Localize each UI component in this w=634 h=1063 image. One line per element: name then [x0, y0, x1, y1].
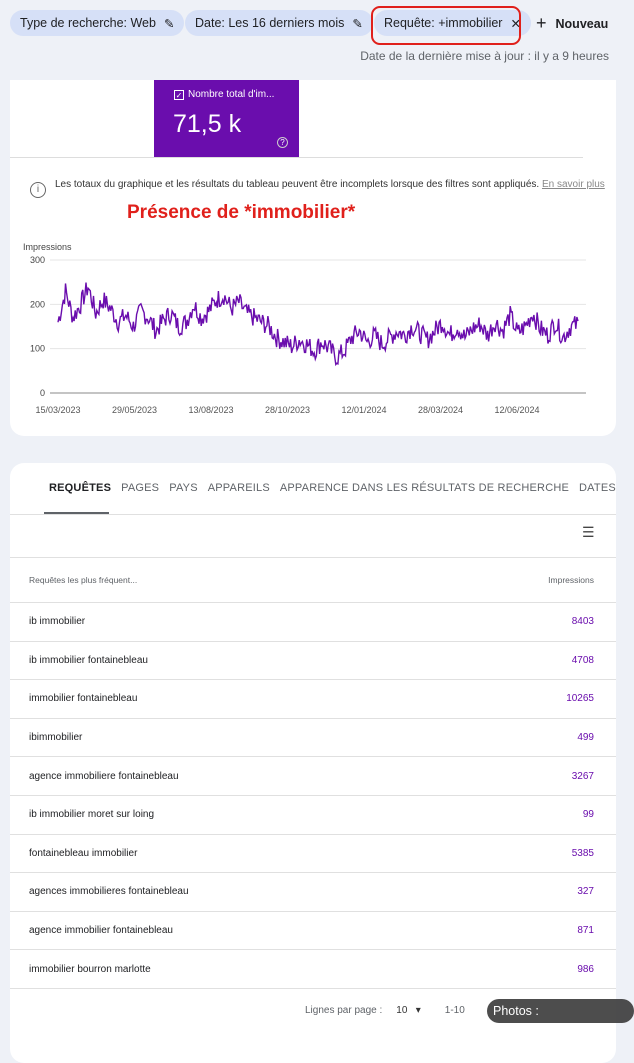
table-row[interactable]: agence immobilier fontainebleau 871 [10, 910, 616, 950]
tab-5[interactable]: DATES [579, 482, 616, 494]
pagination: Lignes par page : 10 ▾ 1-10 [305, 1005, 465, 1016]
query-text: agence immobiliere fontainebleau [29, 770, 179, 782]
table-row[interactable]: immobilier fontainebleau 10265 [10, 679, 616, 718]
impressions-value: 10265 [566, 693, 594, 705]
rows-per-page-select[interactable]: 10 ▾ [396, 1005, 421, 1016]
impressions-value: 871 [577, 925, 594, 937]
metric-tile-impressions[interactable]: ✓ Nombre total d'im... 71,5 k ? [154, 80, 299, 157]
watermark: Photos : Pierre@Alouit.fr [487, 999, 634, 1042]
column-header-impressions[interactable]: Impressions [548, 575, 594, 585]
new-label: Nouveau [555, 16, 609, 31]
tab-0[interactable]: REQUÊTES [49, 482, 112, 494]
x-tick-label: 12/01/2024 [341, 405, 386, 415]
impressions-value: 327 [577, 886, 594, 898]
table-row[interactable]: agences immobilieres fontainebleau 327 [10, 872, 616, 911]
table-card [10, 463, 616, 1063]
filter-chip-search-type[interactable]: Type de recherche: Web ✎ [10, 10, 185, 36]
query-text: ib immobilier fontainebleau [29, 654, 148, 666]
table-header: Requêtes les plus fréquent... Impressions [10, 557, 616, 602]
learn-more-link[interactable]: En savoir plus [541, 179, 605, 190]
filter-chip-date[interactable]: Date: Les 16 derniers mois ✎ [185, 10, 373, 36]
annotation-text: Présence de *immobilier* [127, 202, 356, 223]
filter-notice: Les totaux du graphique et les résultats… [55, 175, 610, 194]
x-tick-label: 28/10/2023 [265, 405, 310, 415]
impressions-value: 3267 [571, 770, 594, 782]
impressions-value: 99 [582, 809, 594, 821]
info-icon: i [30, 182, 46, 198]
tab-4[interactable]: APPARENCE DANS LES RÉSULTATS DE RECHERCH… [279, 482, 570, 494]
y-tick-label: 0 [40, 388, 45, 398]
filter-chip-query[interactable]: Requête: +immobilier ✕ [374, 10, 531, 36]
query-text: ibimmobilier [29, 732, 83, 744]
x-tick-label: 29/05/2023 [112, 405, 157, 415]
impressions-value: 4708 [571, 654, 594, 666]
x-tick-label: 15/03/2023 [35, 405, 80, 415]
tab-2[interactable]: PAYS [169, 482, 198, 494]
impressions-value: 8403 [571, 616, 594, 628]
plus-icon: + [536, 13, 547, 33]
table-row[interactable]: ib immobilier 8403 [10, 602, 616, 641]
query-text: immobilier bourron marlotte [29, 963, 151, 975]
impressions-value: 499 [577, 732, 594, 744]
last-update: Date de la dernière mise à jour : il y a… [360, 49, 609, 63]
x-tick-label: 13/08/2023 [188, 405, 233, 415]
performance-card [10, 80, 616, 436]
pencil-icon: ✎ [163, 16, 175, 31]
notice-text: Les totaux du graphique et les résultats… [55, 179, 540, 190]
checkbox-icon[interactable]: ✓ [174, 89, 184, 100]
help-icon[interactable]: ? [277, 137, 288, 148]
table-row[interactable]: ibimmobilier 499 [10, 717, 616, 757]
y-tick-label: 100 [30, 344, 45, 354]
table-row[interactable]: ib immobilier fontainebleau 4708 [10, 640, 616, 680]
impressions-chart: Impressions 0 100 200 300 15/03/2023 29/05/202… [23, 242, 586, 415]
tab-3[interactable]: APPAREILS [207, 482, 270, 494]
pencil-icon: ✎ [352, 16, 363, 31]
y-tick-label: 200 [30, 299, 45, 309]
y-tick-label: 300 [30, 255, 45, 265]
column-header-queries[interactable]: Requêtes les plus fréquent... [29, 575, 138, 585]
chip-label: Type de recherche: Web [20, 16, 156, 30]
x-tick-label: 12/06/2024 [494, 405, 539, 415]
impressions-value: 5385 [571, 847, 594, 859]
tab-1[interactable]: PAGES [121, 482, 160, 494]
chip-label: Date: Les 16 derniers mois [195, 16, 345, 30]
close-icon[interactable]: ✕ [510, 16, 521, 31]
chip-label: Requête: +immobilier [384, 16, 503, 30]
table-row[interactable]: agence immobiliere fontainebleau 3267 [10, 756, 616, 795]
metric-label: Nombre total d'im... [188, 89, 275, 100]
query-text: agences immobilieres fontainebleau [29, 886, 189, 898]
table-row[interactable]: immobilier bourron marlotte 986 [10, 949, 616, 988]
tab-bar: REQUÊTES PAGES PAYS APPAREILS APPARENCE DANS… [49, 482, 616, 494]
highlight-box [371, 6, 521, 45]
query-text: fontainebleau immobilier [29, 847, 138, 859]
rows-per-page-label: Lignes par page : [305, 1005, 383, 1016]
impressions-value: 986 [577, 963, 594, 975]
rows-per-page-value: 10 [396, 1005, 408, 1016]
impressions-series-line [57, 282, 579, 367]
table-row[interactable]: ib immobilier moret sur loing 99 [10, 795, 616, 834]
metric-value: 71,5 k [173, 110, 242, 138]
page-range: 1-10 [444, 1005, 465, 1016]
table-row[interactable]: fontainebleau immobilier 5385 [10, 833, 616, 873]
query-text: ib immobilier [29, 616, 86, 628]
new-filter-button[interactable]: + Nouveau [536, 13, 608, 34]
query-text: immobilier fontainebleau [29, 693, 138, 705]
filter-icon[interactable]: ☰ [582, 524, 595, 540]
x-tick-label: 28/03/2024 [418, 405, 463, 415]
query-text: ib immobilier moret sur loing [29, 809, 155, 821]
query-text: agence immobilier fontainebleau [29, 925, 173, 937]
y-axis-label: Impressions [23, 242, 72, 252]
active-tab-indicator [44, 512, 109, 514]
